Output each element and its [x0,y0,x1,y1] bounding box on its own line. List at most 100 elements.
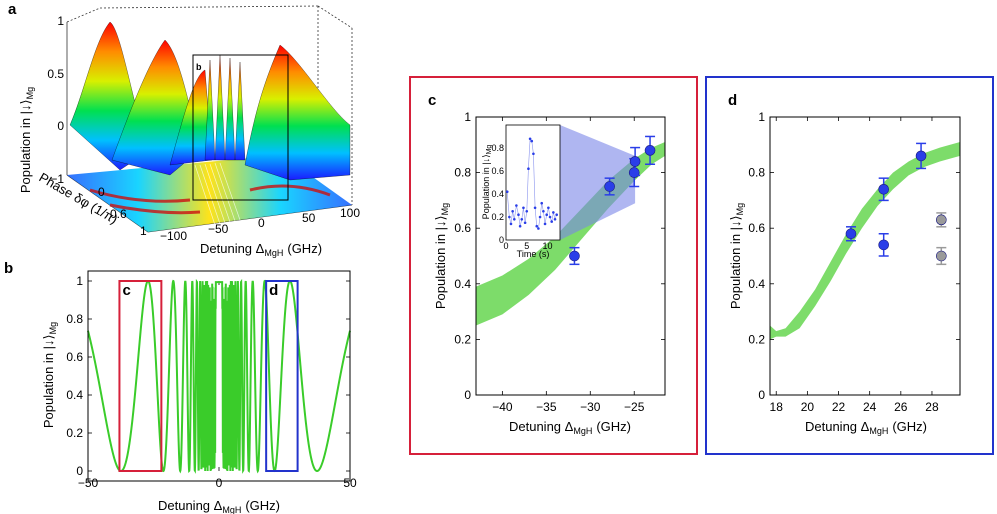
inset-point [548,215,552,219]
y-tick-label: 0.2 [748,332,765,346]
x-tick: −50 [208,222,229,236]
panel-c-x-label: Detuning ΔMgH (GHz) [509,419,631,436]
x-tick-label: −40 [492,400,513,414]
x-tick: 50 [302,211,316,225]
panel-c: c −40 −35 −30 −25 0 0.2 0.4 0.6 0.8 1 0 5 10 0 0.2 0.4… [428,92,666,436]
inset-point [535,224,539,228]
panel-c-inset-zoom-wedge [560,125,636,240]
y-tick-label: 0.6 [748,221,765,235]
y-tick-label: 0 [464,388,471,402]
x-tick-label: −35 [536,400,557,414]
x-tick-label: 50 [343,476,357,490]
y-tick-label: 0 [758,388,765,402]
inset-point [515,204,518,207]
data-point [845,228,857,240]
inset-y-tick: 0.8 [491,143,504,153]
panel-d-ticks: 18 20 22 24 26 28 0 0.2 0.4 0.6 0.8 1 [748,110,960,414]
y-tick-label: 0.4 [454,277,471,291]
inset-point [518,224,522,228]
inset-point [555,213,558,216]
inset-point [545,213,549,216]
inset-point [540,201,544,205]
y-tick-label: 0.8 [66,312,83,326]
inset-trace [506,137,557,230]
y-tick-label: 0.6 [454,221,471,235]
panel-c-inset: 0 5 10 0 0.2 0.4 0.6 0.8 [491,137,558,251]
x-tick-label: −50 [78,476,99,490]
inset-point [509,222,513,226]
panel-d-x-label: Detuning ΔMgH (GHz) [805,419,927,436]
inset-point [552,211,555,214]
inset-y-tick: 0.2 [491,212,504,222]
panel-d-letter: d [728,92,737,109]
panel-a-b-plane [192,54,289,201]
y-tick-label: 0.2 [454,332,471,346]
panel-c-inset-x-label: Time (s) [517,249,550,259]
inset-point [511,209,514,213]
x-tick-label: 20 [801,400,815,414]
inset-x-tick: 0 [503,241,508,251]
inset-point [527,167,530,170]
inset-point [550,220,553,223]
panel-a-floor-fringes [194,162,241,226]
inset-y-tick: 0.4 [491,189,504,199]
panel-c-border [409,76,698,455]
panel-b-letter: b [4,260,13,277]
y-tick-label: 1 [758,110,765,124]
panel-a: a [8,1,360,258]
panel-b-highlight-c-label: c [122,282,130,299]
data-point [915,150,927,162]
panel-c-letter: c [428,92,436,109]
panel-a-plane-label: b [196,62,202,72]
inset-x-tick: 10 [543,241,553,251]
inset-point [530,139,534,143]
y-tick-label: 0 [76,464,83,478]
panel-b-x-label: Detuning ΔMgH (GHz) [158,498,280,514]
panel-a-x-label: Detuning ΔMgH (GHz) [200,241,322,258]
inset-point [533,206,537,210]
panel-c-ticks: −40 −35 −30 −25 0 0.2 0.4 0.6 0.8 1 [454,110,665,414]
x-tick-label: −25 [624,400,645,414]
inset-point [538,215,542,219]
panel-d-axes-frame [769,116,961,396]
z-tick: 0 [57,119,64,133]
x-tick-label: −30 [580,400,601,414]
panel-a-x-ticks: −100 −50 0 50 100 [160,206,360,243]
x-tick-label: 24 [863,400,877,414]
panel-c-points [569,135,656,266]
x-tick-label: 26 [894,400,908,414]
inset-point [542,209,545,213]
data-point [604,181,615,192]
data-point [936,214,947,226]
y-tick-label: 0.4 [66,388,83,402]
panel-b-axes-frame [87,270,351,482]
inset-point [537,227,540,230]
x-tick: 0 [258,216,265,230]
y-tick: 0 [98,185,105,199]
x-tick: 100 [340,206,360,220]
panel-d-y-label: Population in |↓⟩Mg [728,203,745,309]
panel-a-floor-contours [89,184,331,215]
data-point [644,145,656,156]
inset-point [513,218,516,221]
panel-d-points [845,142,947,266]
z-tick: −1 [50,172,64,186]
inset-point [547,206,550,210]
panel-a-letter: a [8,1,17,18]
inset-point [553,218,557,221]
y-tick-label: 0.8 [748,166,765,180]
data-point [878,239,889,251]
panel-d-border [705,76,994,455]
panel-b-highlight-d-label: d [269,282,278,299]
x-tick-label: 0 [216,476,223,490]
y-tick: 0.6 [110,207,127,221]
panel-c-axes-frame [475,116,666,396]
x-tick: −100 [160,229,187,243]
panel-b-highlight-d [265,280,299,472]
inset-point [520,218,524,221]
y-tick-label: 0.2 [66,426,83,440]
data-point [936,250,947,262]
